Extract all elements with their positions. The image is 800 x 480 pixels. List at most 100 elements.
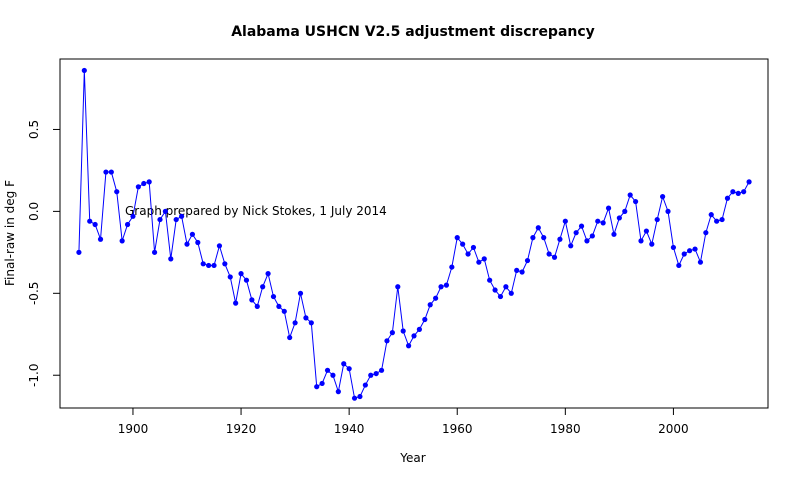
data-point (724, 195, 731, 201)
data-point (124, 221, 131, 228)
data-point (687, 248, 693, 254)
plot-box (59, 58, 769, 409)
data-point (319, 380, 325, 387)
data-point (211, 262, 217, 269)
data-point (692, 246, 698, 252)
data-point (384, 338, 390, 344)
data-point (206, 262, 212, 269)
data-point (362, 382, 368, 388)
data-point (514, 267, 520, 273)
data-point (632, 198, 639, 205)
data-point (605, 205, 612, 211)
data-point (281, 308, 287, 314)
data-point (184, 241, 190, 247)
series-line (78, 70, 750, 399)
data-point (470, 244, 477, 251)
chart-annotation: Graph prepared by Nick Stokes, 1 July 20… (125, 204, 387, 218)
data-point (433, 295, 439, 301)
data-point (676, 262, 682, 269)
data-point (541, 235, 547, 241)
data-point (627, 192, 633, 198)
data-point (638, 238, 644, 244)
data-point (97, 236, 104, 242)
data-point (681, 251, 687, 257)
data-point (595, 218, 601, 224)
data-point (81, 67, 87, 74)
data-point (114, 189, 120, 195)
data-point (130, 213, 136, 219)
x-tick-label: 1900 (118, 422, 149, 436)
data-point (443, 282, 450, 288)
data-point (746, 179, 752, 185)
data-point (654, 216, 660, 223)
data-point (314, 384, 320, 390)
data-point (649, 241, 655, 247)
data-point (476, 259, 482, 265)
data-point (670, 244, 677, 251)
data-point (643, 228, 650, 234)
data-point (92, 221, 98, 228)
y-tick-label: -1.0 (27, 364, 41, 387)
data-point (151, 249, 158, 255)
data-point (297, 290, 304, 296)
chart-title: Alabama USHCN V2.5 adjustment discrepanc… (231, 24, 595, 40)
data-point (589, 233, 595, 239)
data-point (227, 274, 233, 280)
data-point (568, 243, 574, 249)
data-point (562, 218, 568, 224)
data-point (519, 269, 525, 275)
x-axis: 1900 1920 1940 1960 1980 2000 (118, 407, 689, 436)
data-point (233, 300, 239, 306)
data-point (76, 249, 82, 255)
data-point (179, 213, 185, 219)
data-point (622, 208, 628, 214)
data-point (481, 256, 487, 262)
data-point (292, 320, 298, 326)
data-point (238, 271, 244, 277)
data-point (373, 370, 379, 377)
data-point (578, 223, 585, 229)
data-point (141, 180, 147, 187)
data-point (168, 256, 174, 262)
data-point (530, 235, 536, 241)
data-point (427, 302, 433, 308)
data-point (189, 231, 196, 237)
data-point (351, 395, 358, 401)
data-point (146, 179, 152, 185)
data-point (243, 277, 250, 283)
data-point (584, 238, 590, 244)
x-tick-label: 1960 (442, 422, 473, 436)
data-point (119, 238, 125, 244)
data-point (341, 361, 347, 367)
data-point (157, 216, 163, 223)
y-tick-label: 0.0 (27, 202, 41, 221)
data-point (108, 169, 114, 175)
data-point (616, 215, 622, 221)
data-point (611, 231, 617, 237)
x-tick-label: 1920 (226, 422, 257, 436)
data-point (346, 366, 352, 372)
data-point (600, 220, 606, 226)
data-point (135, 184, 141, 190)
data-point (703, 230, 709, 236)
data-point (308, 320, 314, 326)
data-point (335, 389, 341, 395)
data-point (735, 190, 741, 196)
data-point (265, 271, 271, 277)
data-point (508, 290, 514, 296)
data-point (103, 169, 109, 175)
x-axis-label: Year (399, 451, 425, 465)
data-point (557, 236, 563, 242)
data-point (708, 212, 714, 218)
data-points (76, 67, 752, 401)
data-point (216, 243, 223, 249)
data-point (449, 264, 455, 270)
data-point (665, 208, 671, 214)
data-point (487, 277, 493, 283)
data-point (411, 333, 417, 339)
data-point (222, 261, 228, 267)
y-tick-label: 0.5 (27, 120, 41, 139)
data-point (400, 328, 406, 334)
data-point (416, 326, 422, 332)
